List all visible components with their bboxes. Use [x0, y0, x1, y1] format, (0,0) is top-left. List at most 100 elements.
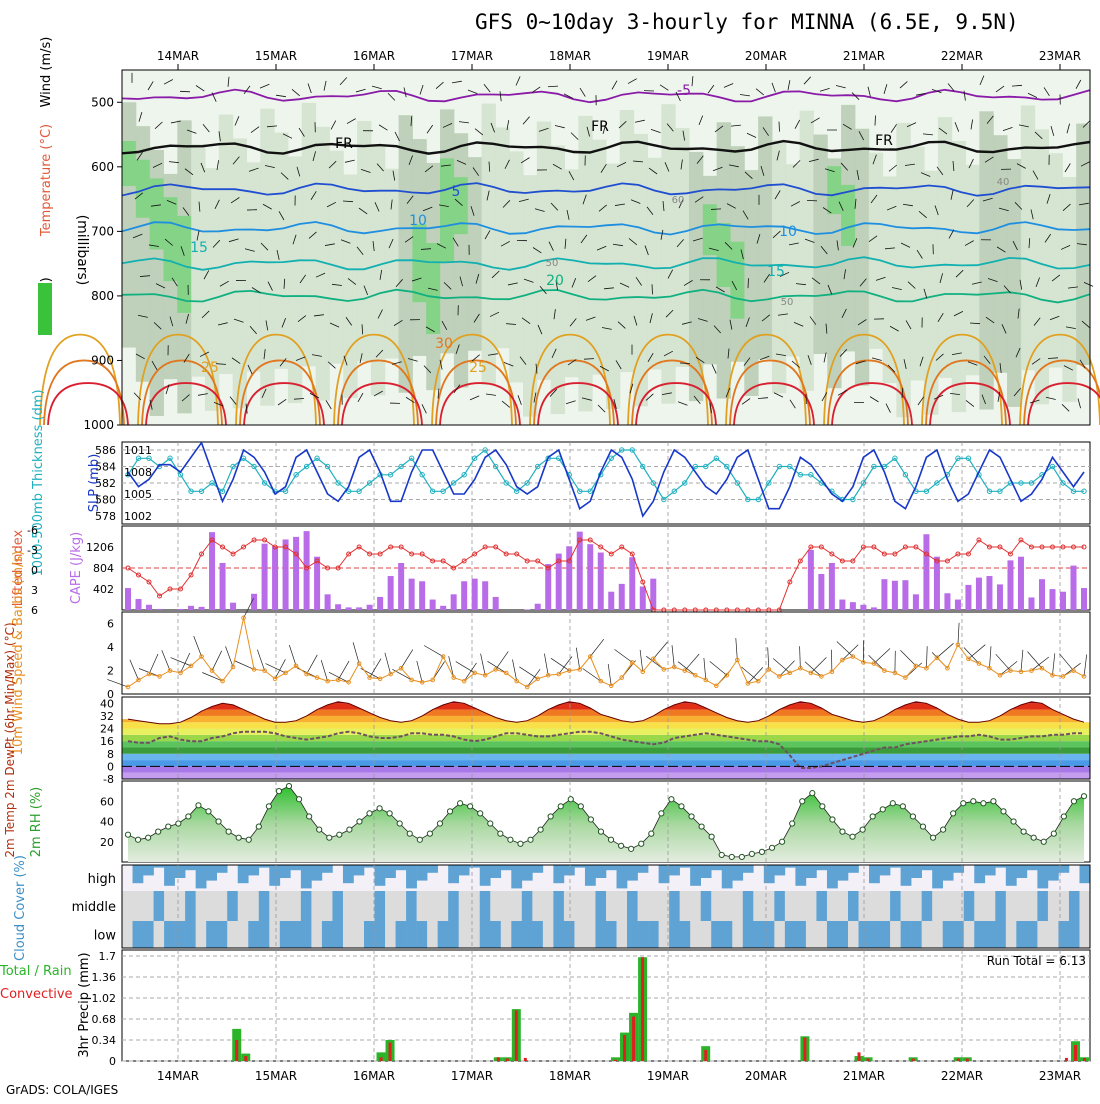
date-label-top: 14MAR [157, 49, 199, 63]
wind-barb-10m [989, 646, 991, 668]
cloud-middle-bar [1069, 891, 1080, 921]
cloud-middle-bar [732, 891, 743, 921]
temp-color-band [122, 741, 1090, 747]
cape-bar [881, 579, 887, 610]
temperature-tick-label: -8 [103, 773, 114, 786]
precip-tick-label: 0.34 [92, 1034, 117, 1047]
cape-bar [146, 605, 152, 610]
contour-label: 25 [201, 360, 219, 376]
cloud-middle-bar [259, 891, 270, 921]
cloud-low-bar [1027, 921, 1038, 948]
rh-point [860, 827, 865, 832]
slp-tick-label: 1011 [124, 444, 152, 457]
wind-barb-10m [202, 673, 222, 682]
cape-bar [1049, 589, 1055, 610]
wind-barb-10m [1028, 652, 1042, 669]
precip-convective-bar [632, 1017, 635, 1061]
cape-bar [178, 609, 184, 610]
cloud-low-bar [1037, 921, 1048, 948]
wind-barb-10m [710, 661, 727, 675]
rh-point [739, 854, 744, 859]
cape-bar [598, 553, 604, 610]
cloud-middle-bar [690, 891, 701, 921]
cloud-low-bar [974, 921, 985, 948]
rh-point [910, 814, 915, 819]
cloud-low-bar [217, 921, 228, 948]
rh-point [1061, 814, 1066, 819]
rh-point [226, 829, 231, 834]
cloud-high-bar [901, 865, 912, 886]
cape-bar [482, 581, 488, 610]
cloud-low-bar [196, 921, 207, 948]
cloud-high-bar [143, 865, 154, 875]
cape-bar [398, 563, 404, 610]
contour-label: 20 [546, 273, 564, 289]
pressure-axis-title: (millibars) [74, 215, 90, 286]
cloud-row-label-high: high [88, 872, 116, 887]
rh-shade-column [454, 133, 468, 387]
cloud-middle-bar [417, 891, 428, 921]
wind-barb-10m [1052, 653, 1054, 675]
cloud-low-bar [301, 921, 312, 948]
cloud-high-bar [301, 865, 312, 888]
rh-point [870, 814, 875, 819]
cloud-high-bar [175, 865, 186, 878]
cloud-low-bar [532, 921, 543, 948]
cloud-middle-bar [175, 891, 186, 921]
cloud-middle-bar [343, 891, 354, 921]
cloud-high-bar [774, 865, 785, 875]
pressure-tick-label: 700 [91, 224, 114, 238]
wind-barb-10m [194, 636, 202, 657]
cape-bar [1018, 557, 1024, 610]
wind-barb-10m [544, 654, 548, 676]
rh-point [1081, 794, 1086, 799]
cloud-low-bar [427, 921, 438, 948]
cloud-middle-bar [1016, 891, 1027, 921]
cloud-high-bar [974, 865, 985, 883]
legend-windms: Wind (m/s) [39, 37, 54, 108]
rh-point [820, 804, 825, 809]
cloud-high-bar [1006, 865, 1017, 886]
rh-point [639, 841, 644, 846]
wind-frame [122, 612, 1090, 694]
cloud-middle-bar [922, 891, 933, 921]
cloud-low-bar [953, 921, 964, 948]
date-label-top: 22MAR [941, 49, 983, 63]
cloud-low-bar [1069, 921, 1080, 948]
wind-barb [584, 359, 594, 360]
wind-barb-10m [874, 649, 890, 664]
rh-point [377, 806, 382, 811]
rh-point [588, 817, 593, 822]
cloud-middle-bar [785, 891, 796, 921]
rh-point [246, 837, 251, 842]
cape-bar [850, 602, 856, 610]
temperature-tick-label: 32 [100, 710, 114, 723]
cloud-axis-title: Cloud Cover (%) [13, 855, 28, 961]
cloud-middle-bar [217, 891, 228, 921]
contour-label: FR [875, 133, 893, 149]
date-label-top: 21MAR [843, 49, 885, 63]
cloud-low-bar [133, 921, 144, 948]
rh-shade-column [703, 176, 717, 364]
cloud-high-bar [827, 865, 838, 888]
cloud-low-bar [732, 921, 743, 948]
cloud-high-bar [795, 865, 806, 886]
lifted-index-tick-label: -6 [27, 524, 38, 537]
cloud-high-bar [617, 865, 628, 888]
cape-bar [871, 607, 877, 610]
wind-barb-10m [162, 650, 170, 670]
rh-point [669, 797, 674, 802]
rh-point [800, 799, 805, 804]
wind-barb-10m [401, 650, 413, 669]
cloud-low-bar [522, 921, 533, 948]
cloud-low-bar [722, 921, 733, 948]
cloud-low-bar [585, 921, 596, 948]
cape-bar [535, 604, 541, 610]
cloud-middle-bar [816, 891, 827, 921]
cloud-middle-bar [837, 891, 848, 921]
temp-color-band [122, 766, 1090, 772]
wind-barb-10m [551, 658, 569, 670]
cloud-high-bar [490, 865, 501, 878]
cloud-middle-bar [827, 891, 838, 921]
wind-barb-10m [996, 654, 1011, 670]
